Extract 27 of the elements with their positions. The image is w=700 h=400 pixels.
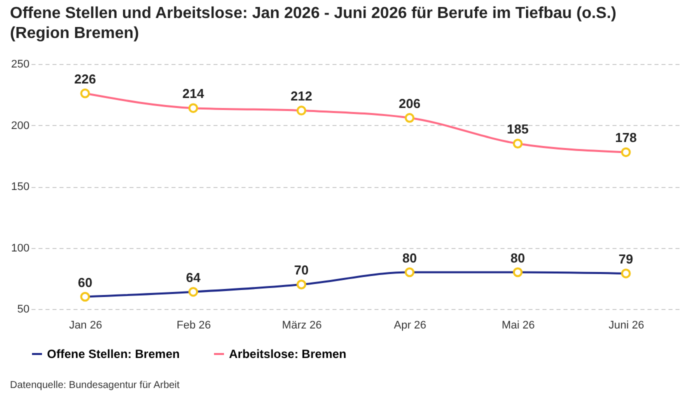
data-label: 60 — [78, 274, 92, 290]
x-tick-label: Jan 26 — [69, 320, 102, 332]
data-label: 178 — [615, 130, 637, 146]
data-label: 214 — [182, 86, 205, 102]
x-tick-label: März 26 — [282, 320, 322, 332]
legend-label: Arbeitslose: Bremen — [229, 347, 346, 361]
y-tick-label: 50 — [17, 304, 30, 316]
data-label: 79 — [618, 251, 634, 266]
data-label: 185 — [506, 122, 529, 137]
data-label: 206 — [398, 96, 420, 111]
x-tick-label: Feb 26 — [176, 320, 211, 332]
data-label: 70 — [294, 262, 309, 278]
y-tick-label: 100 — [11, 242, 30, 254]
x-tick-label: Juni 26 — [608, 320, 644, 332]
text: Datenquelle: Bundesagentur für Arbeit — [9, 380, 181, 391]
legend-label: Offene Stellen: Bremen — [47, 347, 180, 361]
x-tick-label: Apr 26 — [394, 320, 426, 332]
data-label: 212 — [290, 88, 312, 104]
x-tick-label: Mai 26 — [502, 320, 535, 332]
data-label: 64 — [186, 270, 202, 285]
data-label: 80 — [510, 250, 525, 266]
data-label: 226 — [74, 71, 96, 86]
data-label: 80 — [402, 250, 417, 266]
y-tick-label: 200 — [11, 120, 30, 132]
y-tick-label: 250 — [11, 58, 30, 70]
y-tick-label: 150 — [11, 181, 30, 193]
chart-title: Offene Stellen und Arbeitslose: Jan 2026 - Juni 2026 für Berufe im Tiefbau (o.S.) (Region Bremen) — [9, 4, 618, 44]
